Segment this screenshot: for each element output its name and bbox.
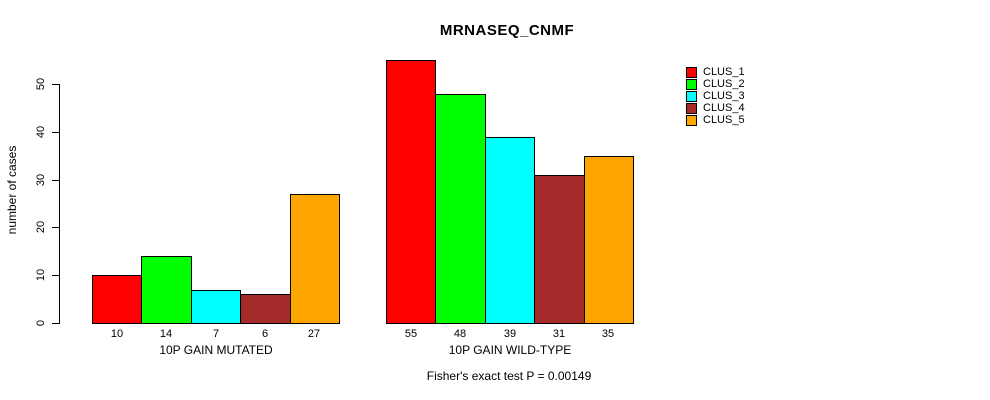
bar-clus_1 — [386, 60, 436, 324]
legend-item: CLUS_1 — [686, 66, 745, 78]
legend-label: CLUS_4 — [703, 101, 745, 114]
bar-clus_4 — [534, 175, 585, 324]
y-tick-label: 0 — [35, 319, 47, 327]
bar-value-label: 27 — [307, 328, 321, 340]
fisher-test-annotation: Fisher's exact test P = 0.00149 — [426, 369, 592, 383]
y-axis-tick — [52, 275, 59, 276]
legend-item: CLUS_2 — [686, 78, 745, 90]
bar-clus_2 — [435, 94, 486, 324]
bar-value-label: 6 — [261, 328, 269, 340]
legend-label: CLUS_2 — [703, 77, 745, 90]
x-group-label: 10P GAIN WILD-TYPE — [448, 343, 572, 357]
chart-title: MRNASEQ_CNMF — [439, 22, 575, 39]
y-axis-title: number of cases — [5, 145, 19, 235]
y-axis-tick — [52, 132, 59, 133]
legend-item: CLUS_3 — [686, 90, 745, 102]
bar-value-label: 35 — [601, 328, 615, 340]
y-tick-label: 20 — [35, 220, 47, 234]
bar-clus_5 — [584, 156, 634, 324]
y-axis-tick — [52, 227, 59, 228]
y-axis-tick — [52, 84, 59, 85]
bar-clus_1 — [92, 275, 142, 324]
bar-value-label: 39 — [503, 328, 517, 340]
bar-value-label: 31 — [552, 328, 566, 340]
legend-item: CLUS_5 — [686, 114, 745, 126]
bar-value-label: 7 — [212, 328, 220, 340]
bar-clus_5 — [290, 194, 340, 324]
y-axis-line — [59, 84, 60, 324]
legend-swatch-clus_3 — [686, 90, 697, 102]
y-axis-tick — [52, 323, 59, 324]
y-axis-tick — [52, 180, 59, 181]
legend-label: CLUS_3 — [703, 89, 745, 102]
y-tick-label: 30 — [35, 173, 47, 187]
bar-value-label: 10 — [110, 328, 124, 340]
y-tick-label: 50 — [35, 77, 47, 91]
x-group-label: 10P GAIN MUTATED — [159, 343, 273, 357]
legend-item: CLUS_4 — [686, 102, 745, 114]
bar-value-label: 48 — [453, 328, 467, 340]
bar-value-label: 55 — [404, 328, 418, 340]
y-tick-label: 40 — [35, 125, 47, 139]
y-tick-label: 10 — [35, 268, 47, 282]
bar-value-label: 14 — [159, 328, 173, 340]
legend-swatch-clus_4 — [686, 102, 697, 114]
bar-clus_2 — [141, 256, 192, 324]
bar-clus_3 — [485, 137, 535, 324]
bar-clus_3 — [191, 290, 241, 324]
legend-label: CLUS_1 — [703, 65, 745, 78]
legend-swatch-clus_2 — [686, 78, 697, 90]
legend-label: CLUS_5 — [703, 113, 745, 126]
legend-swatch-clus_1 — [686, 66, 697, 78]
bar-clus_4 — [240, 294, 291, 324]
legend-swatch-clus_5 — [686, 114, 697, 126]
